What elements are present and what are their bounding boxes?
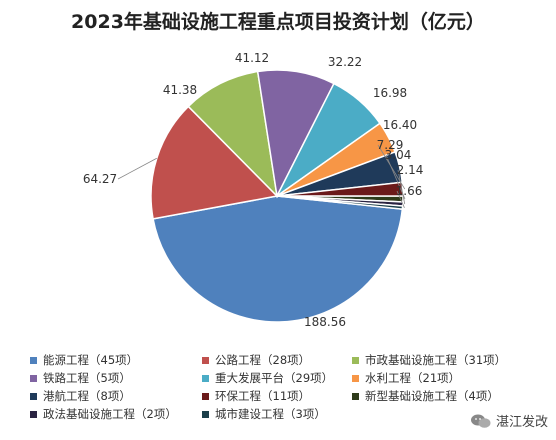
legend-swatch (30, 356, 37, 364)
pie-slice (256, 69, 335, 199)
legend-item: 市政基础设施工程（31项） (352, 352, 506, 368)
pie-slice (276, 195, 404, 210)
chart-title: 2023年基础设施工程重点项目投资计划（亿元） (71, 10, 485, 33)
legend-label: 城市建设工程（3项） (215, 407, 326, 421)
legend-swatch (202, 374, 209, 382)
legend-label: 重大发展平台（29项） (215, 371, 334, 385)
value-label: 2.14 (397, 163, 424, 177)
legend-item: 城市建设工程（3项） (202, 406, 326, 422)
value-label: 64.27 (83, 172, 117, 186)
pie-slice (150, 105, 279, 220)
legend-label: 水利工程（21项） (365, 371, 461, 385)
legend-label: 市政基础设施工程（31项） (365, 353, 507, 367)
legend-label: 港航工程（8项） (43, 389, 131, 403)
legend-item: 港航工程（8项） (30, 388, 131, 404)
leader-line (385, 154, 406, 200)
value-label: 16.98 (373, 86, 407, 100)
legend-item: 新型基础设施工程（4项） (352, 388, 499, 404)
value-label: 1.66 (396, 184, 423, 198)
legend-swatch (202, 410, 209, 418)
legend-item: 政法基础设施工程（2项） (30, 406, 177, 422)
value-label: 3.04 (385, 148, 412, 162)
value-label: 188.56 (304, 315, 346, 329)
legend-swatch (352, 392, 359, 400)
legend-item: 重大发展平台（29项） (202, 370, 333, 386)
legend-label: 政法基础设施工程（2项） (43, 407, 177, 421)
leader-line (397, 169, 406, 205)
leader-line (117, 157, 157, 180)
watermark: 湛江发改 (470, 411, 548, 430)
watermark-text: 湛江发改 (495, 415, 548, 430)
legend-swatch (202, 356, 209, 364)
legend-swatch (30, 410, 37, 418)
legend-label: 铁路工程（5项） (43, 371, 131, 385)
legend-label: 环保工程（11项） (215, 389, 311, 403)
value-label: 32.22 (328, 55, 362, 69)
legend-item: 铁路工程（5项） (30, 370, 131, 386)
value-label: 41.38 (163, 83, 197, 97)
legend-swatch (30, 374, 37, 382)
wechat-icon (470, 414, 491, 428)
legend-swatch (352, 374, 359, 382)
legend-item: 水利工程（21项） (352, 370, 460, 386)
pie-slice (187, 70, 279, 199)
value-label: 16.40 (383, 118, 417, 132)
value-label: 7.29 (377, 138, 404, 152)
legend-label: 新型基础设施工程（4项） (365, 389, 499, 403)
legend-swatch (202, 392, 209, 400)
legend-label: 能源工程（45项） (43, 353, 139, 367)
legend-item: 公路工程（28项） (202, 352, 310, 368)
legend-item: 能源工程（45项） (30, 352, 138, 368)
legend-swatch (30, 392, 37, 400)
pie-slice (152, 195, 404, 323)
legend-item: 环保工程（11项） (202, 388, 310, 404)
value-label: 41.12 (235, 51, 269, 65)
legend-swatch (352, 356, 359, 364)
leader-line (396, 190, 405, 208)
legend-label: 公路工程（28项） (215, 353, 311, 367)
